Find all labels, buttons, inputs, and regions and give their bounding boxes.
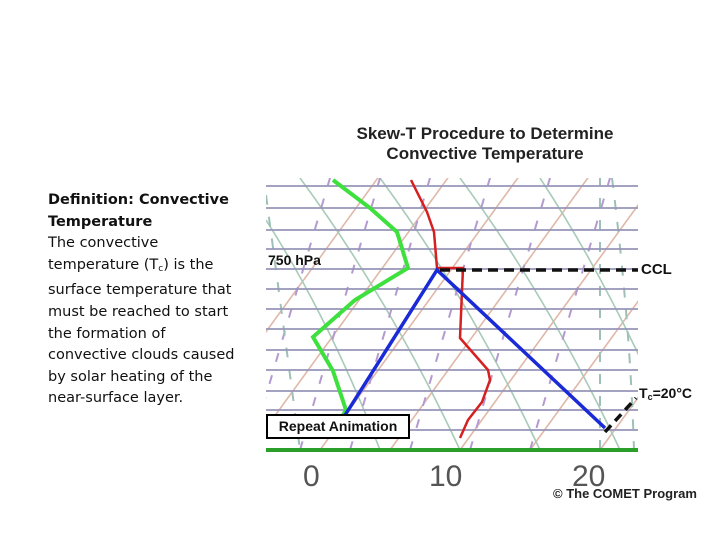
- mixing-ratio-line: [529, 178, 611, 450]
- parcel-path: [340, 267, 607, 430]
- dewpoint-profile: [310, 178, 411, 422]
- x-tick-20: 20: [572, 460, 606, 493]
- pressure-label-750: 750 hPa: [268, 252, 321, 268]
- tc-label-prefix: T: [639, 385, 648, 401]
- mixing-ratio-line: [469, 178, 551, 450]
- definition-subscript: c: [158, 263, 164, 274]
- mixing-ratio-line: [349, 178, 431, 450]
- copyright-text: © The COMET Program: [553, 486, 697, 501]
- tc-line: [603, 396, 638, 434]
- mixing-ratio-line: [266, 178, 331, 400]
- isotherm-line: [266, 178, 379, 334]
- dry-adiabat-line: [459, 178, 621, 450]
- moist-adiabat-line: [266, 194, 301, 450]
- ccl-label: CCL: [641, 261, 672, 278]
- isotherm-line: [389, 178, 589, 450]
- isotherm-line: [319, 178, 519, 450]
- tc-label: Tc=20°C: [639, 385, 692, 402]
- isobar-lines: [266, 185, 638, 431]
- figure-title: Skew-T Procedure to Determine Convective…: [356, 124, 614, 163]
- isotherm-line: [459, 203, 638, 450]
- isotherm-line: [266, 178, 449, 430]
- repeat-animation-button[interactable]: Repeat Animation: [266, 414, 410, 439]
- temperature-profile: [409, 179, 492, 439]
- dry-adiabat-line: [299, 178, 461, 450]
- dry-adiabat-line: [539, 178, 638, 356]
- definition-body-part2: ) is the surface temperature that must b…: [48, 256, 235, 407]
- definition-text: Definition: Convective Temperature The c…: [48, 190, 248, 410]
- definition-body-part1: The convective temperature (T: [48, 235, 159, 273]
- moist-adiabat-line: [611, 178, 635, 450]
- definition-title: Definition: Convective Temperature: [48, 192, 229, 230]
- tc-label-subscript: c: [647, 392, 653, 402]
- mixing-ratio-lines: [266, 178, 611, 450]
- dry-adiabat-line: [379, 178, 541, 450]
- tc-label-suffix: =20°C: [652, 385, 693, 401]
- moist-adiabat-lines: [266, 178, 635, 450]
- x-tick-10: 10: [429, 460, 463, 493]
- mixing-ratio-line: [409, 178, 491, 450]
- x-tick-0: 0: [303, 460, 320, 493]
